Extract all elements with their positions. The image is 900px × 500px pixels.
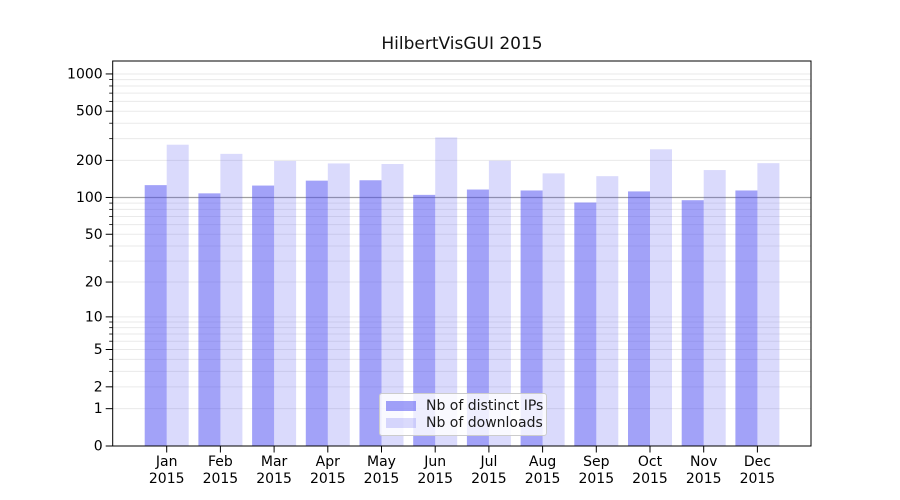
x-tick-label-month: Jan bbox=[155, 454, 178, 470]
y-tick-label: 20 bbox=[85, 275, 103, 291]
bar-downloads-nov bbox=[703, 170, 726, 446]
legend-swatch-distinct-ips bbox=[386, 401, 416, 411]
legend-entry-distinct-ips: Nb of distinct IPs bbox=[386, 398, 544, 414]
x-tick-label-year: 2015 bbox=[364, 471, 400, 487]
bar-downloads-jul bbox=[488, 160, 511, 446]
y-tick-label: 500 bbox=[76, 104, 103, 120]
x-tick-label-month: Jun bbox=[423, 454, 446, 470]
y-tick-label: 1000 bbox=[67, 66, 103, 82]
bar-downloads-may bbox=[381, 164, 404, 446]
legend-swatch-downloads bbox=[386, 418, 416, 428]
y-tick-label: 50 bbox=[85, 227, 103, 243]
bar-distinct-ips-oct bbox=[628, 191, 650, 446]
bar-distinct-ips-dec bbox=[735, 190, 758, 446]
bar-distinct-ips-jan bbox=[144, 185, 167, 446]
x-tick-label-year: 2015 bbox=[740, 471, 776, 487]
chart-title: HilbertVisGUI 2015 bbox=[381, 34, 543, 54]
x-tick-label-month: Jul bbox=[479, 454, 497, 470]
bar-distinct-ips-aug bbox=[520, 190, 543, 446]
bar-distinct-ips-apr bbox=[305, 180, 328, 446]
x-tick-label-month: May bbox=[367, 454, 396, 470]
y-tick-label: 2 bbox=[94, 379, 103, 395]
legend: Nb of distinct IPs Nb of downloads bbox=[379, 393, 547, 436]
x-tick-label-year: 2015 bbox=[686, 471, 722, 487]
y-tick-label: 5 bbox=[94, 342, 103, 358]
x-tick-label-year: 2015 bbox=[578, 471, 614, 487]
x-tick-label-month: Oct bbox=[638, 454, 663, 470]
legend-label-distinct-ips: Nb of distinct IPs bbox=[426, 398, 544, 414]
x-tick-label-year: 2015 bbox=[203, 471, 239, 487]
x-tick-label-month: Apr bbox=[316, 454, 340, 470]
bar-distinct-ips-jun bbox=[413, 194, 436, 446]
bar-downloads-dec bbox=[757, 163, 780, 446]
x-tick-label-month: Mar bbox=[261, 454, 288, 470]
legend-label-downloads: Nb of downloads bbox=[426, 415, 543, 431]
x-tick-label-month: Sep bbox=[583, 454, 610, 470]
y-tick-label: 0 bbox=[94, 439, 103, 455]
bar-downloads-aug bbox=[542, 173, 565, 446]
bar-downloads-feb bbox=[220, 153, 243, 447]
x-tick-label-month: Dec bbox=[744, 454, 771, 470]
x-tick-label-month: Nov bbox=[690, 454, 717, 470]
bar-distinct-ips-feb bbox=[198, 193, 221, 446]
bar-downloads-jun bbox=[435, 137, 458, 446]
y-tick-label: 100 bbox=[76, 190, 103, 206]
bar-downloads-oct bbox=[650, 149, 672, 446]
x-tick-label-month: Feb bbox=[208, 454, 233, 470]
bar-downloads-jan bbox=[166, 144, 189, 446]
x-tick-label-year: 2015 bbox=[417, 471, 453, 487]
bar-downloads-apr bbox=[327, 163, 350, 446]
x-tick-label-year: 2015 bbox=[632, 471, 668, 487]
plot-border bbox=[112, 60, 812, 447]
y-tick-label: 10 bbox=[85, 309, 103, 325]
x-tick-label-year: 2015 bbox=[525, 471, 561, 487]
x-tick-label-month: Aug bbox=[529, 454, 556, 470]
x-tick-label-year: 2015 bbox=[149, 471, 185, 487]
bar-distinct-ips-may bbox=[359, 180, 382, 446]
x-tick-label-year: 2015 bbox=[256, 471, 292, 487]
bar-downloads-mar bbox=[274, 160, 297, 447]
y-tick-label: 1 bbox=[94, 401, 103, 417]
x-tick-label-year: 2015 bbox=[310, 471, 346, 487]
y-tick-label: 200 bbox=[76, 153, 103, 169]
bar-distinct-ips-sep bbox=[574, 202, 597, 446]
bar-distinct-ips-mar bbox=[252, 185, 275, 446]
bar-distinct-ips-jul bbox=[466, 189, 489, 446]
legend-entry-downloads: Nb of downloads bbox=[386, 415, 543, 431]
bar-distinct-ips-nov bbox=[681, 200, 704, 446]
bar-downloads-sep bbox=[596, 176, 619, 447]
x-tick-label-year: 2015 bbox=[471, 471, 507, 487]
